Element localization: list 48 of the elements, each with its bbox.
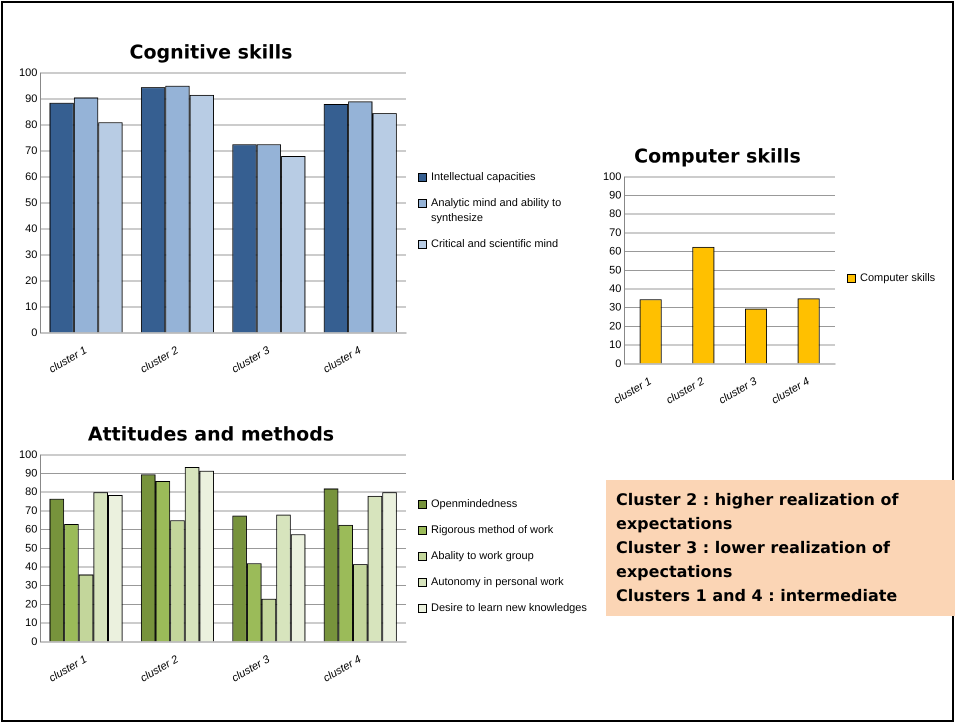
y-tick-label: 100 xyxy=(18,448,38,461)
legend-label: Desire to learn new knowledges xyxy=(431,600,587,616)
legend-label: Rigorous method of work xyxy=(431,522,554,538)
legend-label: Autonomy in personal work xyxy=(431,574,564,590)
legend-label: Critical and scientific mind xyxy=(431,236,558,252)
y-tick-label: 0 xyxy=(615,358,622,370)
y-tick-label: 30 xyxy=(25,580,38,592)
legend-label: Intellectual capacities xyxy=(431,170,536,184)
y-tick-label: 40 xyxy=(25,222,38,235)
y-tick-label: 50 xyxy=(25,196,38,209)
y-tick-label: 90 xyxy=(25,92,38,105)
y-tick-label: 40 xyxy=(25,561,38,574)
y-tick-label: 80 xyxy=(609,208,622,220)
legend-label: Openmindedness xyxy=(431,496,518,512)
y-tick-label: 30 xyxy=(25,248,38,261)
y-tick-label: 10 xyxy=(25,617,38,630)
text: Clusters 1 and 4 : intermediate xyxy=(616,585,898,607)
text: Cluster 3 : lower realization of expectations xyxy=(616,537,892,583)
text: Cluster 2 : higher realization of expectations xyxy=(616,489,900,535)
y-tick-label: 60 xyxy=(25,524,38,536)
y-tick-label: 10 xyxy=(25,300,38,313)
y-tick-label: 60 xyxy=(25,170,38,183)
legend-label: Analytic mind and ability to synthesize xyxy=(431,196,562,226)
y-tick-label: 50 xyxy=(609,264,622,276)
y-tick-label: 70 xyxy=(25,144,38,157)
y-tick-label: 20 xyxy=(609,320,622,332)
y-tick-label: 70 xyxy=(25,504,38,517)
y-tick-label: 80 xyxy=(25,118,38,131)
y-tick-label: 10 xyxy=(609,339,622,352)
chart-title: Computer skills xyxy=(634,145,801,168)
chart-title: Cognitive skills xyxy=(130,41,292,64)
y-tick-label: 70 xyxy=(609,226,622,239)
y-tick-label: 60 xyxy=(609,246,622,258)
y-tick-label: 90 xyxy=(25,468,38,480)
y-tick-label: 100 xyxy=(18,66,38,79)
legend-label: Computer skills xyxy=(860,270,936,286)
chart-title: Attitudes and methods xyxy=(88,423,334,446)
y-tick-label: 20 xyxy=(25,598,38,610)
y-tick-label: 20 xyxy=(25,274,38,287)
y-tick-label: 80 xyxy=(25,486,38,498)
y-tick-label: 50 xyxy=(25,542,38,554)
y-tick-label: 0 xyxy=(31,636,38,648)
y-tick-label: 0 xyxy=(31,326,38,339)
y-tick-label: 30 xyxy=(609,302,622,314)
y-tick-label: 90 xyxy=(609,190,622,202)
legend-label: Abality to work group xyxy=(431,548,534,564)
y-tick-label: 100 xyxy=(602,170,622,183)
y-tick-label: 40 xyxy=(609,283,622,296)
